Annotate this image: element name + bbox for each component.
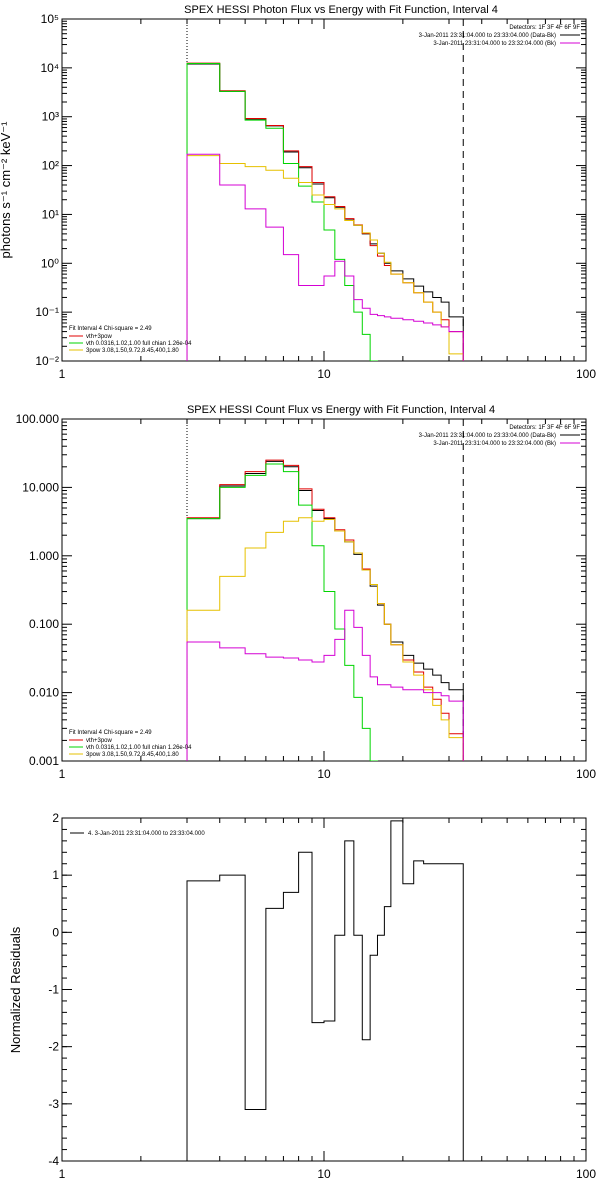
count-x-tick-label: 1 xyxy=(59,767,66,781)
residuals-plot-frame xyxy=(61,817,587,1162)
photon-flux-panel: SPEX HESSI Photon Flux vs Energy with Fi… xyxy=(0,4,596,381)
count-fit-entry-1: vth+3pow xyxy=(86,738,113,744)
count-fit-header: Fit Interval 4 Chi-square = 2.49 xyxy=(69,730,152,736)
photon-x-tick-label: 10 xyxy=(317,367,331,381)
photon-series-vth xyxy=(186,62,378,361)
photon-series-data-bk xyxy=(186,63,464,361)
count-y-tick-label: 100.000 xyxy=(16,412,60,426)
photon-fit-entry-1: vth+3pow xyxy=(86,334,113,340)
count-fit-entry-2: vth 0.0316,1.02,1.00 full chian 1.26e-04 xyxy=(86,745,192,751)
residuals-x-tick-label: 1 xyxy=(59,1167,66,1181)
residuals-axes: 1 10 100 -4 -3 -2 -1 0 1 2 xyxy=(48,811,596,1181)
photon-chart-title: SPEX HESSI Photon Flux vs Energy with Fi… xyxy=(184,4,498,16)
count-x-tick-label: 10 xyxy=(317,767,331,781)
photon-x-tick-label: 1 xyxy=(59,367,66,381)
photon-series-vth-3pow xyxy=(186,62,464,361)
photon-y-tick-label: 10³ xyxy=(42,110,59,124)
residuals-y-tick-label: -3 xyxy=(48,1097,59,1111)
photon-detectors-text: Detectors: 1F 3F 4F 6F 9F xyxy=(509,25,580,31)
count-y-tick-label: 1.000 xyxy=(29,549,59,563)
count-flux-panel: SPEX HESSI Count Flux vs Energy with Fit… xyxy=(16,404,597,781)
photon-x-tick-label: 100 xyxy=(576,367,596,381)
photon-info-line-1: 3-Jan-2011 23:31:04.000 to 23:33:04.000 … xyxy=(419,33,556,39)
count-series-3pow xyxy=(186,517,464,761)
count-info-box: Detectors: 1F 3F 4F 6F 9F 3-Jan-2011 23:… xyxy=(419,425,581,447)
photon-y-tick-label: 10¹ xyxy=(42,207,59,221)
photon-fit-entry-3: 3pow 3.08,1.50,9.72,8.45,400,1.80 xyxy=(86,348,179,354)
photon-y-tick-label: 10⁴ xyxy=(40,61,59,75)
count-series-bk xyxy=(186,609,464,761)
photon-fit-legend: Fit Interval 4 Chi-square = 2.49 vth+3po… xyxy=(69,326,192,354)
residuals-series-residuals xyxy=(186,820,464,1161)
count-fit-entry-3: 3pow 3.08,1.50,9.72,8.45,400,1.80 xyxy=(86,752,179,758)
residuals-x-tick-label: 10 xyxy=(317,1167,331,1181)
photon-series-bk xyxy=(186,153,464,361)
count-series-vth xyxy=(186,463,378,761)
count-y-tick-label: 0.001 xyxy=(29,754,59,768)
photon-y-axis-label: photons s⁻¹ cm⁻² keV⁻¹ xyxy=(0,121,13,259)
photon-series-3pow xyxy=(186,155,464,361)
count-y-tick-label: 10.000 xyxy=(22,480,59,494)
residuals-y-tick-label: -1 xyxy=(48,983,59,997)
photon-y-tick-label: 10² xyxy=(42,159,59,173)
photon-info-line-2: 3-Jan-2011 23:31:04.000 to 23:32:04.000 … xyxy=(433,41,556,47)
residuals-panel: 1 10 100 -4 -3 -2 -1 0 1 2 Normalized Residuals 4… xyxy=(8,811,596,1181)
photon-fit-entry-2: vth 0.0316,1.02,1.00 full chian 1.26e-04 xyxy=(86,341,192,347)
residuals-y-tick-label: 1 xyxy=(52,868,59,882)
count-series-group xyxy=(186,419,464,761)
photon-axes: 1 10 100 10⁻² 10⁻¹ 10⁰ 10¹ 10² 10³ 10⁴ 10⁵ xyxy=(35,12,596,381)
photon-y-tick-label: 10⁵ xyxy=(41,12,59,26)
count-y-tick-label: 0.010 xyxy=(29,686,59,700)
photon-y-tick-label: 10⁻¹ xyxy=(35,305,59,319)
count-info-line-2: 3-Jan-2011 23:31:04.000 to 23:32:04.000 … xyxy=(433,441,556,447)
count-x-tick-label: 100 xyxy=(576,767,596,781)
photon-fit-header: Fit Interval 4 Chi-square = 2.49 xyxy=(69,326,152,332)
residuals-legend-text: 4. 3-Jan-2011 23:31:04.000 to 23:33:04.0… xyxy=(88,831,205,837)
count-detectors-text: Detectors: 1F 3F 4F 6F 9F xyxy=(509,425,580,431)
photon-series-group xyxy=(186,19,464,361)
residuals-y-tick-label: -4 xyxy=(48,1154,59,1168)
photon-info-box: Detectors: 1F 3F 4F 6F 9F 3-Jan-2011 23:… xyxy=(419,25,581,47)
residuals-series-group xyxy=(186,820,464,1161)
count-series-data-bk xyxy=(186,460,464,761)
residuals-y-axis-label: Normalized Residuals xyxy=(8,926,23,1053)
residuals-y-tick-label: -2 xyxy=(48,1040,59,1054)
residuals-y-tick-label: 0 xyxy=(52,925,59,939)
count-chart-title: SPEX HESSI Count Flux vs Energy with Fit… xyxy=(187,404,495,416)
photon-y-tick-label: 10⁰ xyxy=(41,256,59,270)
residuals-y-tick-label: 2 xyxy=(52,811,59,825)
count-info-line-1: 3-Jan-2011 23:31:04.000 to 23:33:04.000 … xyxy=(419,433,556,439)
count-axes: 1 10 100 0.001 0.010 0.100 1.000 10.000 100.000 xyxy=(16,412,597,781)
photon-y-tick-label: 10⁻² xyxy=(35,354,59,368)
residuals-x-tick-label: 100 xyxy=(576,1167,596,1181)
count-series-vth-3pow xyxy=(186,459,464,761)
residuals-legend: 4. 3-Jan-2011 23:31:04.000 to 23:33:04.0… xyxy=(70,831,205,837)
count-fit-legend: Fit Interval 4 Chi-square = 2.49 vth+3po… xyxy=(69,730,192,758)
count-y-tick-label: 0.100 xyxy=(29,617,59,631)
